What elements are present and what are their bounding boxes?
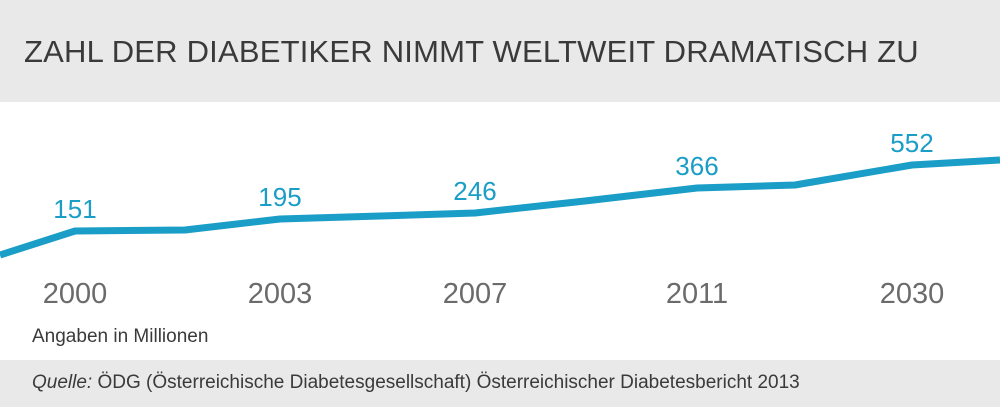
line-chart: 151 195 246 366 552 2000 2003 2007 2011 2030: [0, 128, 1000, 310]
value-label-2007: 246: [453, 176, 496, 206]
year-labels: 2000 2003 2007 2011 2030: [43, 278, 945, 310]
series-line: [0, 156, 1000, 259]
value-label-2030: 552: [890, 128, 933, 158]
year-label-2000: 2000: [43, 278, 108, 310]
chart-title: ZAHL DER DIABETIKER NIMMT WELTWEIT DRAMA…: [24, 34, 919, 69]
source-label: Quelle:: [32, 372, 93, 393]
year-label-2007: 2007: [443, 278, 508, 310]
value-label-2000: 151: [53, 194, 96, 224]
source-band: Quelle: ÖDG (Österreichische Diabetesges…: [0, 360, 1000, 407]
title-band: ZAHL DER DIABETIKER NIMMT WELTWEIT DRAMA…: [0, 0, 1000, 102]
year-label-2003: 2003: [248, 278, 313, 310]
value-label-2011: 366: [675, 151, 718, 181]
value-labels: 151 195 246 366 552: [53, 128, 933, 224]
source-line: Quelle: ÖDG (Österreichische Diabetesges…: [32, 372, 800, 394]
source-text: ÖDG (Österreichische Diabetesgesellschaf…: [97, 372, 800, 393]
year-label-2011: 2011: [666, 278, 728, 310]
value-label-2003: 195: [258, 182, 301, 212]
unit-note: Angaben in Millionen: [32, 326, 209, 347]
year-label-2030: 2030: [880, 278, 945, 310]
